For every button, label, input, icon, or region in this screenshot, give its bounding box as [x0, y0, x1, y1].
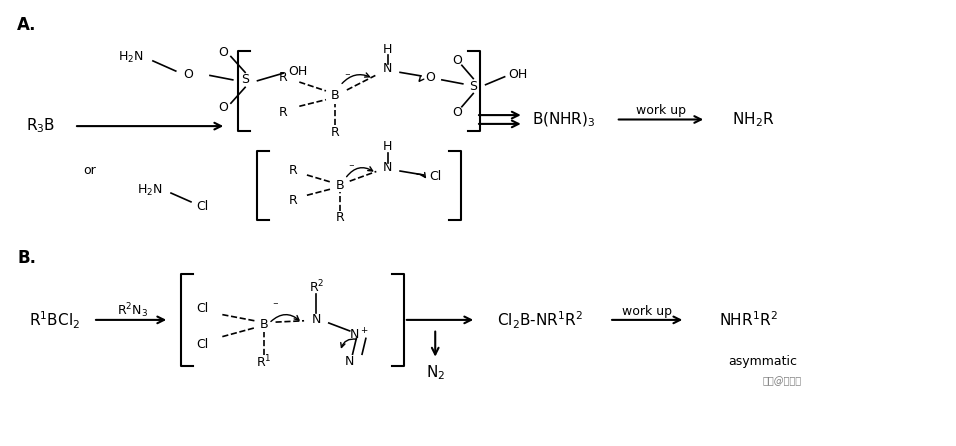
- Text: R: R: [279, 71, 288, 84]
- Text: $\mathregular{Cl_2B\text{-}NR^1R^2}$: $\mathregular{Cl_2B\text{-}NR^1R^2}$: [497, 309, 583, 330]
- Text: H: H: [383, 42, 392, 55]
- Text: N: N: [312, 314, 321, 326]
- Text: $\mathregular{NH_2R}$: $\mathregular{NH_2R}$: [732, 110, 775, 129]
- Text: N: N: [383, 62, 392, 75]
- Text: $\mathregular{R^2}$: $\mathregular{R^2}$: [309, 279, 324, 295]
- Text: $\mathregular{H_2N}$: $\mathregular{H_2N}$: [119, 50, 143, 66]
- Text: $\mathregular{R_3B}$: $\mathregular{R_3B}$: [26, 117, 55, 136]
- Text: B: B: [260, 318, 269, 331]
- Text: S: S: [469, 80, 477, 93]
- Text: H: H: [383, 140, 392, 153]
- Text: B.: B.: [17, 249, 36, 267]
- Text: O: O: [452, 106, 462, 119]
- Text: N: N: [383, 161, 392, 174]
- Text: $^-$: $^-$: [347, 163, 356, 173]
- Text: Cl: Cl: [196, 200, 208, 213]
- Text: $\mathregular{N_2}$: $\mathregular{N_2}$: [425, 363, 445, 382]
- Text: $\mathregular{N^+}$: $\mathregular{N^+}$: [350, 328, 369, 343]
- Text: R: R: [279, 107, 288, 120]
- Text: $\mathregular{B(NHR)_3}$: $\mathregular{B(NHR)_3}$: [532, 110, 596, 129]
- Text: $^-$: $^-$: [342, 73, 351, 83]
- Text: N: N: [345, 355, 355, 368]
- Text: R: R: [331, 126, 339, 139]
- Text: $\mathregular{R^1}$: $\mathregular{R^1}$: [256, 353, 272, 370]
- Text: $\mathregular{H_2N}$: $\mathregular{H_2N}$: [138, 182, 163, 198]
- Text: $\mathregular{R^1BCl_2}$: $\mathregular{R^1BCl_2}$: [30, 309, 80, 330]
- Text: work up: work up: [637, 104, 686, 117]
- Text: O: O: [184, 68, 193, 81]
- Text: R: R: [289, 194, 297, 207]
- Text: R: R: [336, 211, 344, 224]
- Text: OH: OH: [288, 65, 307, 78]
- Text: Cl: Cl: [196, 338, 208, 351]
- Text: $^-$: $^-$: [272, 301, 280, 312]
- Text: B: B: [336, 179, 344, 192]
- Text: O: O: [218, 101, 228, 114]
- Text: R: R: [289, 164, 297, 177]
- Text: Cl: Cl: [196, 302, 208, 315]
- Text: A.: A.: [17, 16, 36, 34]
- Text: S: S: [241, 73, 250, 87]
- Text: O: O: [425, 71, 435, 84]
- Text: 头条@博而皖: 头条@博而皖: [763, 376, 802, 387]
- Text: $\mathregular{R^2N_3}$: $\mathregular{R^2N_3}$: [117, 302, 147, 320]
- Text: work up: work up: [622, 305, 672, 318]
- Text: asymmatic: asymmatic: [728, 355, 797, 368]
- Text: Cl: Cl: [429, 170, 442, 183]
- Text: or: or: [83, 164, 97, 177]
- Text: O: O: [218, 45, 228, 58]
- Text: OH: OH: [509, 68, 528, 81]
- Text: $\mathregular{NHR^1R^2}$: $\mathregular{NHR^1R^2}$: [720, 310, 778, 329]
- Text: B: B: [331, 89, 339, 102]
- Text: O: O: [452, 54, 462, 67]
